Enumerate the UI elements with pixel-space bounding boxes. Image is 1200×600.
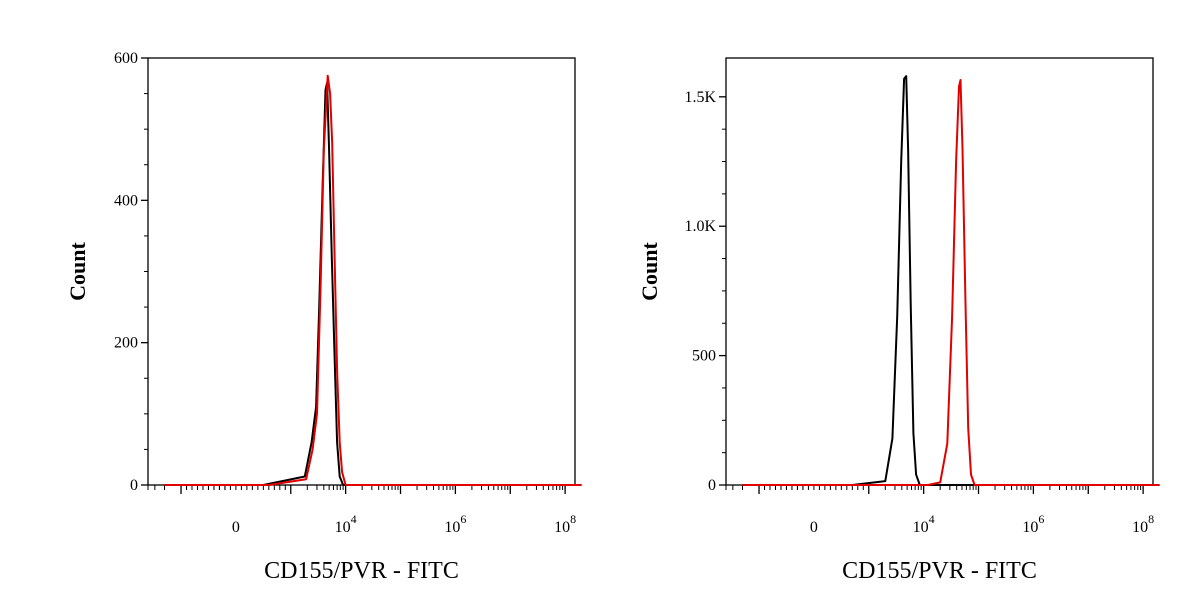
y-axis-title: Count bbox=[65, 241, 90, 300]
x-tick-base: 10 bbox=[1022, 519, 1038, 536]
x-tick-label: 108 bbox=[554, 512, 576, 536]
x-tick-label: 0 bbox=[810, 519, 818, 536]
y-tick-label: 200 bbox=[114, 335, 138, 352]
x-tick-exponent: 6 bbox=[460, 512, 466, 526]
x-tick-label: 108 bbox=[1132, 512, 1154, 536]
x-tick-base: 0 bbox=[232, 519, 240, 536]
x-tick-label: 106 bbox=[444, 512, 466, 536]
x-tick-label: 104 bbox=[913, 512, 935, 536]
histogram-line-red bbox=[742, 79, 1160, 486]
y-axis-title: Count bbox=[637, 241, 662, 300]
x-tick-base: 10 bbox=[1132, 519, 1148, 536]
x-axis-title: CD155/PVR - FITC bbox=[264, 558, 459, 584]
x-tick-base: 10 bbox=[335, 519, 351, 536]
x-tick-base: 0 bbox=[810, 519, 818, 536]
x-tick-label: 106 bbox=[1022, 512, 1044, 536]
x-tick-exponent: 4 bbox=[351, 512, 357, 526]
x-tick-exponent: 4 bbox=[929, 512, 935, 526]
histogram-line-red bbox=[164, 74, 582, 486]
plot-frame bbox=[147, 57, 576, 486]
y-tick-label: 400 bbox=[114, 192, 138, 209]
x-tick-base: 10 bbox=[444, 519, 460, 536]
y-tick-label: 1.5K bbox=[684, 89, 716, 106]
y-tick-label: 0 bbox=[708, 477, 716, 494]
y-tick-label: 1.0K bbox=[684, 218, 716, 235]
x-tick-exponent: 8 bbox=[1148, 512, 1154, 526]
y-tick-label: 600 bbox=[114, 50, 138, 67]
histogram-line-black bbox=[742, 75, 1160, 486]
x-tick-label: 104 bbox=[335, 512, 357, 536]
histogram-line-black bbox=[164, 81, 582, 486]
x-tick-base: 10 bbox=[913, 519, 929, 536]
x-tick-base: 10 bbox=[554, 519, 570, 536]
plot-frame bbox=[725, 57, 1154, 486]
y-tick-label: 500 bbox=[692, 348, 716, 365]
x-axis-title: CD155/PVR - FITC bbox=[842, 558, 1037, 584]
y-tick-label: 0 bbox=[130, 477, 138, 494]
x-tick-exponent: 8 bbox=[570, 512, 576, 526]
x-tick-exponent: 6 bbox=[1038, 512, 1044, 526]
x-tick-label: 0 bbox=[232, 519, 240, 536]
